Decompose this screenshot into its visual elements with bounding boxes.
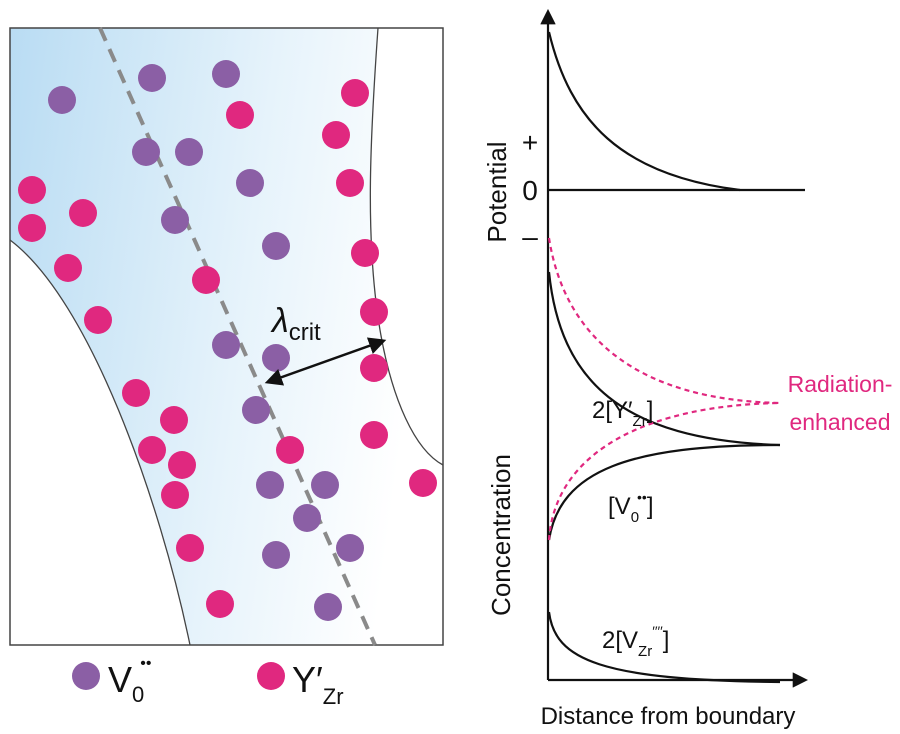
dopant-dot [84,306,112,334]
dopant-dot [161,481,189,509]
dopant-dot [69,199,97,227]
vacancy-dot [293,504,321,532]
vacancy-dot [311,471,339,499]
dopant-dot [360,298,388,326]
vacancy-dot [161,206,189,234]
vacancy-dot [138,64,166,92]
dopant-dot [226,101,254,129]
annotation: enhanced [789,409,890,435]
vacancy-dot [236,169,264,197]
label-post: ] [647,397,654,424]
label-post: ] [663,627,670,654]
dopant-dot [409,469,437,497]
left-panel: λcrit V0 •• Y′Zr [9,27,444,709]
label-sup: ′′′′ [652,623,663,639]
dopant-dot [322,121,350,149]
lambda-arrow [264,337,387,386]
vacancy-dot [242,396,270,424]
dopant-dot [360,354,388,382]
vacancy-dot [262,232,290,260]
dopant-dot [18,214,46,242]
legend-main: V [108,659,132,700]
vacancy-dot [314,593,342,621]
lambda-sub: crit [289,319,321,346]
vacancy-dot [336,534,364,562]
legend-main: Y′ [292,659,323,700]
vacancy-dot [262,344,290,372]
potential-tick: + [522,127,538,158]
vacancy-dot [175,138,203,166]
right-text: Potential + 0 – Concentration Distance f… [482,127,892,730]
vacancy-dot [256,471,284,499]
center-line [98,27,377,646]
label-sub: Zr [633,413,647,430]
panel-frame [9,27,444,646]
right-panel [540,8,809,688]
dopant-dot [351,239,379,267]
legend-label: V0 •• [108,655,151,707]
vacancy-dot [212,331,240,359]
label-sub: Zr [638,643,652,660]
v-curve [547,443,781,541]
annotation: Radiation- [788,371,893,397]
potential-label: Potential [482,141,512,242]
potential-curve [547,31,741,192]
dots [18,60,437,621]
legend-label: Y′Zr [292,659,344,709]
dopant-dot [138,436,166,464]
x-axis-label: Distance from boundary [541,703,796,730]
dopant-dot [122,379,150,407]
left-boundary [9,239,191,646]
dopant-dot [206,590,234,618]
vacancy-dot [48,86,76,114]
enhanced-v-curve [547,401,781,541]
legend-sub: Zr [323,684,344,709]
y-curve [547,271,781,447]
curve-label: [V0 ••] [608,489,654,526]
dopant-dot [176,534,204,562]
lambda-label: λcrit [270,302,321,346]
label-sup: •• [637,489,647,505]
curve-label: 2[Y′Zr] [592,397,653,430]
dopant-dot [192,266,220,294]
dopant-dot [341,79,369,107]
potential-tick: 0 [522,175,538,206]
vacancy-dot [262,541,290,569]
label-pre: 2[V [602,627,638,654]
label-pre: 2[Y′ [592,397,633,424]
dopant-dot [160,406,188,434]
legend-dot [72,662,100,690]
label-post: ] [647,493,654,520]
vacancy-dot [212,60,240,88]
label-pre: [V [608,493,631,520]
enhanced-y-curve [547,237,781,405]
lambda-main: λ [270,302,289,340]
curve-label: 2[VZr′′′′] [602,623,669,660]
dopant-dot [336,169,364,197]
dopant-dot [168,451,196,479]
legend-sup: •• [140,655,151,672]
label-sub: 0 [631,509,639,526]
potential-tick: – [522,221,538,252]
concentration-label: Concentration [486,454,516,616]
legend-dot [257,662,285,690]
vacancy-dot [132,138,160,166]
dopant-dot [360,421,388,449]
dopant-dot [54,254,82,282]
vzr-curve [547,611,781,684]
dopant-dot [18,176,46,204]
dopant-dot [276,436,304,464]
legend-sub: 0 [132,682,144,707]
